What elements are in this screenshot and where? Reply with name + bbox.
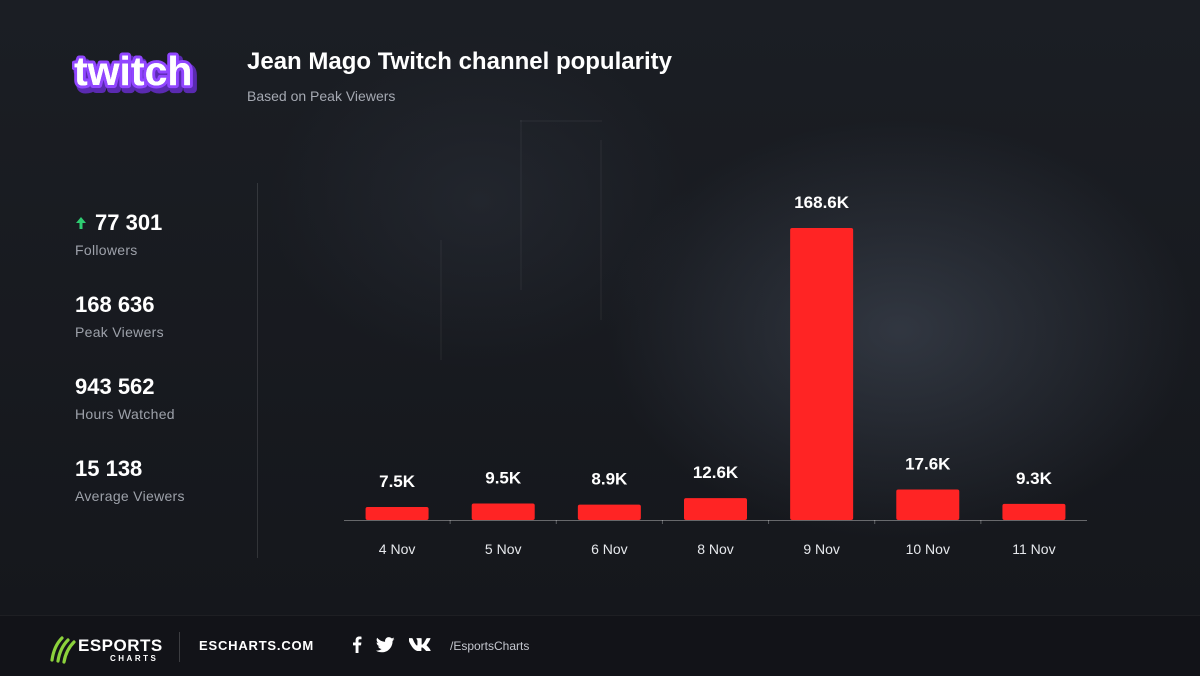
data-label: 9.5K — [485, 469, 522, 488]
bar — [471, 503, 535, 520]
bar — [684, 498, 747, 520]
stat-peak-viewers: 168 636 Peak Viewers — [75, 292, 245, 374]
page-title: Jean Mago Twitch channel popularity — [247, 48, 672, 75]
bar-chart: 7.5K 4 Nov 9.5K 5 Nov 8.9K 6 Nov 12.6K 8 Nov 168… — [344, 193, 1087, 557]
x-tick-label: 4 Nov — [379, 541, 416, 557]
data-label: 7.5K — [379, 472, 416, 491]
twitter-icon[interactable] — [375, 636, 395, 658]
footer-divider — [179, 632, 180, 662]
stat-value: 15 138 — [75, 456, 143, 481]
bar — [1002, 503, 1066, 520]
stat-average-viewers: 15 138 Average Viewers — [75, 456, 245, 538]
stat-label: Average Viewers — [75, 488, 185, 504]
data-label: 168.6K — [794, 193, 850, 212]
svg-text:twitch: twitch — [77, 52, 195, 98]
x-tick-label: 5 Nov — [485, 541, 522, 557]
brand-subname: CHARTS — [110, 654, 159, 663]
stat-value: 943 562 — [75, 374, 155, 399]
bar — [577, 504, 641, 520]
social-handle[interactable]: /EsportsCharts — [450, 639, 530, 653]
site-domain-link[interactable]: ESCHARTS.COM — [199, 638, 315, 653]
twitch-logo-text: twitch — [74, 48, 192, 94]
stat-hours-watched: 943 562 Hours Watched — [75, 374, 245, 456]
vk-icon[interactable] — [408, 638, 431, 656]
x-tick-label: 6 Nov — [591, 541, 628, 557]
stat-followers: 77 301 Followers — [75, 210, 245, 292]
stats-divider — [257, 183, 258, 558]
bar — [790, 228, 854, 520]
data-label: 9.3K — [1016, 469, 1053, 488]
bar — [365, 507, 429, 520]
arrow-up-icon — [76, 217, 86, 229]
x-tick-label: 8 Nov — [697, 541, 734, 557]
bar — [896, 489, 960, 520]
svg-text:twitch: twitch — [74, 48, 192, 94]
page-subtitle: Based on Peak Viewers — [247, 88, 396, 104]
data-label: 12.6K — [693, 463, 739, 482]
stat-label: Followers — [75, 242, 138, 258]
stat-label: Peak Viewers — [75, 324, 164, 340]
x-tick-label: 10 Nov — [906, 541, 950, 557]
data-label: 17.6K — [905, 455, 951, 474]
stat-value: 168 636 — [75, 292, 155, 317]
social-links — [352, 636, 431, 658]
stat-value: 77 301 — [95, 210, 163, 235]
esports-charts-logo-icon — [50, 636, 76, 664]
facebook-icon[interactable] — [352, 636, 362, 658]
x-tick-label: 9 Nov — [803, 541, 840, 557]
footer: ESPORTS CHARTS ESCHARTS.COM /EsportsChar… — [0, 615, 1200, 676]
x-tick-label: 11 Nov — [1012, 541, 1055, 557]
brand-name: ESPORTS — [78, 636, 163, 655]
stat-label: Hours Watched — [75, 406, 175, 422]
twitch-logo: twitch twitch twitch — [72, 48, 199, 102]
stats-panel: 77 301 Followers 168 636 Peak Viewers 94… — [75, 210, 245, 538]
data-label: 8.9K — [591, 470, 628, 489]
